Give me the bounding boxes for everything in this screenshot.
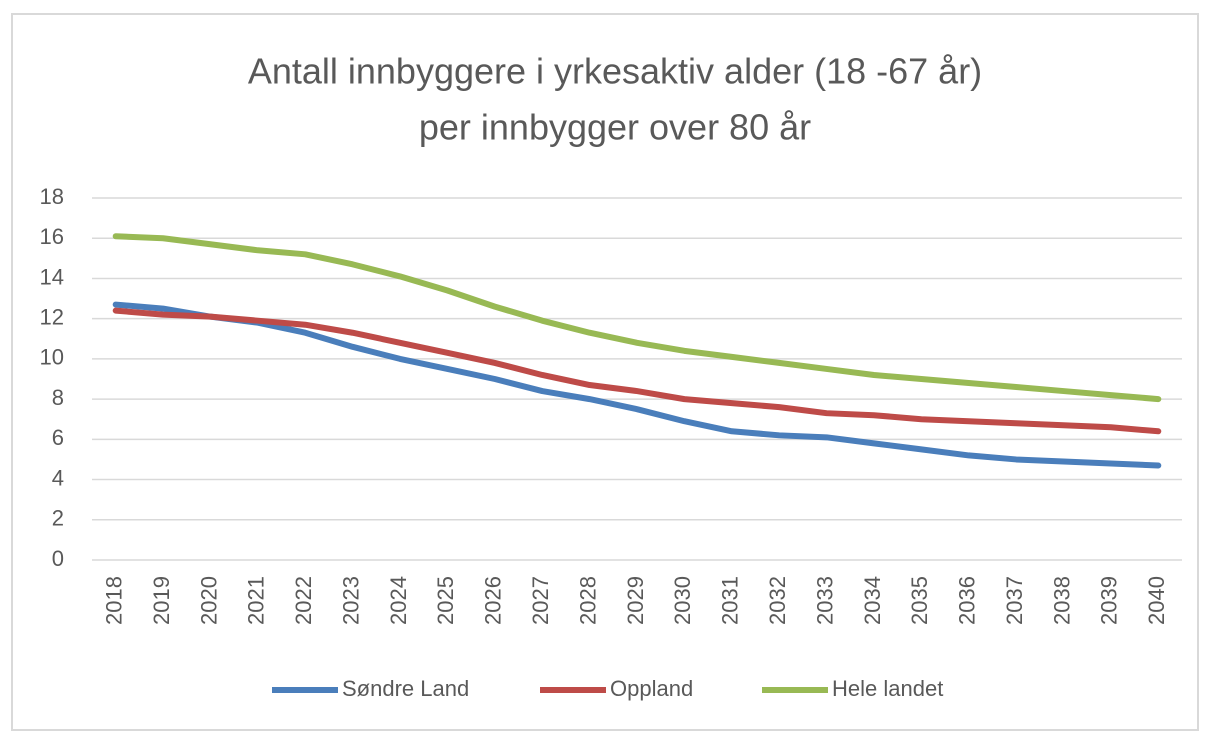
x-tick-label: 2028: [575, 576, 600, 625]
legend-label: Hele landet: [832, 676, 943, 701]
x-tick-label: 2039: [1097, 576, 1122, 625]
x-tick-label: 2033: [812, 576, 837, 625]
data-line: [112, 233, 1162, 403]
x-tick-label: 2025: [433, 576, 458, 625]
y-tick-label: 18: [40, 184, 64, 209]
x-tick-label: 2040: [1144, 576, 1169, 625]
x-tick-label: 2021: [244, 576, 269, 625]
x-tick-label: 2019: [149, 576, 174, 625]
y-tick-label: 16: [40, 224, 64, 249]
x-tick-label: 2024: [386, 576, 411, 625]
y-tick-label: 12: [40, 304, 64, 329]
chart-title: per innbygger over 80 år: [419, 107, 811, 148]
x-tick-label: 2018: [102, 576, 127, 625]
x-tick-label: 2032: [765, 576, 790, 625]
chart-frame: [11, 13, 1199, 731]
x-tick-label: 2022: [291, 576, 316, 625]
y-tick-label: 14: [40, 264, 64, 289]
y-tick-label: 10: [40, 345, 64, 370]
x-tick-label: 2037: [1002, 576, 1027, 625]
data-line: [112, 307, 1162, 435]
x-tick-label: 2038: [1049, 576, 1074, 625]
x-tick-label: 2035: [907, 576, 932, 625]
y-tick-label: 8: [52, 385, 64, 410]
x-tick-label: 2020: [196, 576, 221, 625]
y-tick-label: 6: [52, 425, 64, 450]
x-tick-label: 2034: [860, 576, 885, 625]
x-tick-label: 2036: [955, 576, 980, 625]
x-tick-label: 2027: [528, 576, 553, 625]
chart-title: Antall innbyggere i yrkesaktiv alder (18…: [248, 51, 982, 92]
x-tick-label: 2023: [338, 576, 363, 625]
x-tick-label: 2026: [481, 576, 506, 625]
legend-label: Søndre Land: [342, 676, 469, 701]
x-tick-label: 2030: [670, 576, 695, 625]
y-tick-label: 2: [52, 506, 64, 531]
x-tick-label: 2031: [718, 576, 743, 625]
y-tick-label: 0: [52, 546, 64, 571]
data-line: [112, 301, 1162, 469]
y-tick-label: 4: [52, 465, 64, 490]
x-tick-label: 2029: [623, 576, 648, 625]
legend-label: Oppland: [610, 676, 693, 701]
